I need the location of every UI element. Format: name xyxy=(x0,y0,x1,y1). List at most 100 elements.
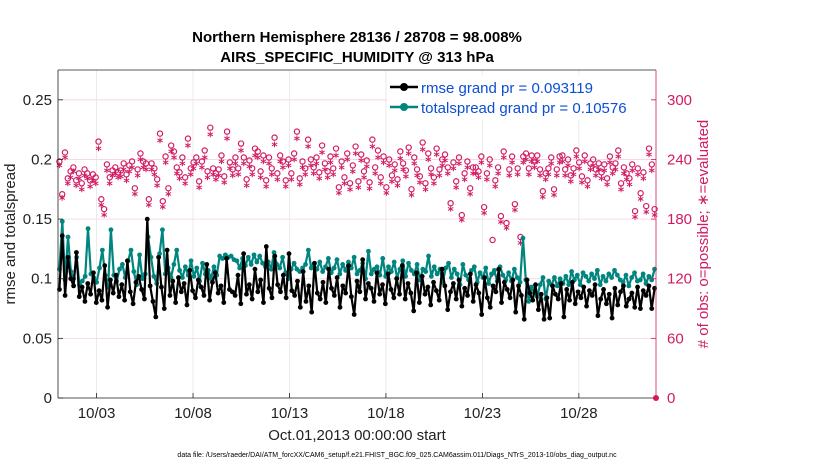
totalspread-point xyxy=(463,272,469,278)
obs-evaluated-point: * xyxy=(380,157,387,171)
obs-possible-point xyxy=(545,165,552,172)
rmse-point xyxy=(470,298,476,304)
obs-evaluated-point: * xyxy=(330,169,337,183)
rmse-point xyxy=(238,301,244,307)
obs-possible-point xyxy=(550,186,558,193)
obs-possible-point xyxy=(58,191,66,198)
obs-evaluated-point: * xyxy=(408,190,415,204)
rmse-point xyxy=(388,287,394,292)
totalspread-point xyxy=(257,253,263,259)
rmse-point xyxy=(499,300,504,305)
rmse-point xyxy=(544,295,550,301)
chart-title-line1: Northern Hemisphere 28136 / 28708 = 98.0… xyxy=(192,29,522,46)
obs-evaluated-point: * xyxy=(263,181,270,195)
totalspread-point xyxy=(431,264,437,270)
right-y-tick-label: 120 xyxy=(667,271,692,288)
obs-possible-point xyxy=(514,165,521,172)
obs-possible-point xyxy=(640,169,647,176)
totalspread-point xyxy=(182,264,188,270)
totalspread-point xyxy=(629,275,635,280)
obs-evaluated-point: * xyxy=(593,170,600,184)
rmse-point xyxy=(533,282,538,288)
obs-evaluated-point: * xyxy=(470,168,477,182)
totalspread-point xyxy=(237,265,243,271)
rmse-point xyxy=(170,278,176,284)
rmse-point xyxy=(541,316,547,322)
obs-evaluated-point: * xyxy=(176,173,183,187)
obs-possible-point xyxy=(313,154,320,161)
totalspread-point xyxy=(260,260,265,266)
obs-possible-point xyxy=(56,158,63,165)
obs-possible-point xyxy=(330,165,337,172)
obs-possible-point xyxy=(257,168,264,175)
totalspread-point xyxy=(597,282,603,288)
obs-possible-point xyxy=(397,148,404,155)
obs-possible-point xyxy=(391,161,398,168)
obs-evaluated-point: * xyxy=(134,170,141,184)
obs-possible-point xyxy=(181,174,189,181)
obs-evaluated-point: * xyxy=(338,162,345,176)
obs-evaluated-point: * xyxy=(199,162,206,176)
rmse-point xyxy=(487,304,493,310)
rmse-point xyxy=(329,285,334,291)
rmse-point xyxy=(589,293,595,298)
obs-possible-point xyxy=(201,147,208,154)
rmse-point xyxy=(578,295,584,301)
obs-evaluated-point: * xyxy=(515,169,522,183)
totalspread-point xyxy=(374,264,380,270)
obs-possible-point xyxy=(338,158,345,165)
obs-evaluated-point: * xyxy=(453,182,460,196)
totalspread-point xyxy=(305,247,311,253)
totalspread-point xyxy=(594,267,600,273)
obs-possible-point xyxy=(360,168,368,175)
totalspread-point xyxy=(177,267,183,273)
totalspread-point xyxy=(637,277,643,283)
obs-possible-point xyxy=(584,177,591,184)
obs-evaluated-point: * xyxy=(394,180,401,194)
rmse-point xyxy=(79,284,85,290)
obs-possible-point xyxy=(103,161,111,168)
obs-evaluated-point: * xyxy=(302,169,309,183)
x-tick-label: 10/08 xyxy=(174,405,212,422)
obs-possible-point xyxy=(131,185,139,192)
obs-evaluated-point: * xyxy=(615,151,622,165)
totalspread-point xyxy=(99,247,105,253)
obs-evaluated-point: * xyxy=(361,172,368,186)
obs-possible-point xyxy=(620,164,628,171)
rmse-point xyxy=(535,307,541,313)
obs-possible-point xyxy=(271,134,278,141)
obs-possible-point xyxy=(179,154,186,161)
obs-evaluated-point: * xyxy=(87,181,94,195)
obs-evaluated-point: * xyxy=(291,154,298,168)
rmse-point xyxy=(490,283,496,289)
left-y-tick-label: 0.25 xyxy=(23,92,52,109)
totalspread-point xyxy=(211,264,217,270)
rmse-point xyxy=(190,288,196,294)
obs-possible-point xyxy=(553,166,560,173)
obs-possible-point xyxy=(265,154,273,161)
obs-possible-point xyxy=(223,128,231,135)
obs-possible-point xyxy=(112,164,119,171)
rmse-point xyxy=(538,291,544,297)
totalspread-point xyxy=(603,278,609,284)
obs-evaluated-point: * xyxy=(255,152,262,166)
obs-possible-point xyxy=(369,136,376,143)
rmse-point xyxy=(116,294,122,300)
rmse-point xyxy=(646,283,652,289)
rmse-point xyxy=(122,297,128,303)
obs-evaluated-point: * xyxy=(456,158,463,172)
totalspread-point xyxy=(366,248,371,254)
rmse-point xyxy=(150,298,156,304)
rmse-point xyxy=(133,279,139,285)
rmse-point xyxy=(604,301,609,307)
obs-evaluated-point: * xyxy=(358,155,365,169)
rmse-point xyxy=(215,290,221,296)
x-tick-label: 10/18 xyxy=(367,405,405,422)
totalspread-point xyxy=(128,247,134,253)
totalspread-point xyxy=(340,262,346,267)
rmse-point xyxy=(445,307,451,313)
obs-evaluated-point: * xyxy=(269,169,276,183)
rmse-point xyxy=(337,304,343,310)
obs-evaluated-point: * xyxy=(327,157,334,171)
totalspread-point xyxy=(649,277,655,283)
